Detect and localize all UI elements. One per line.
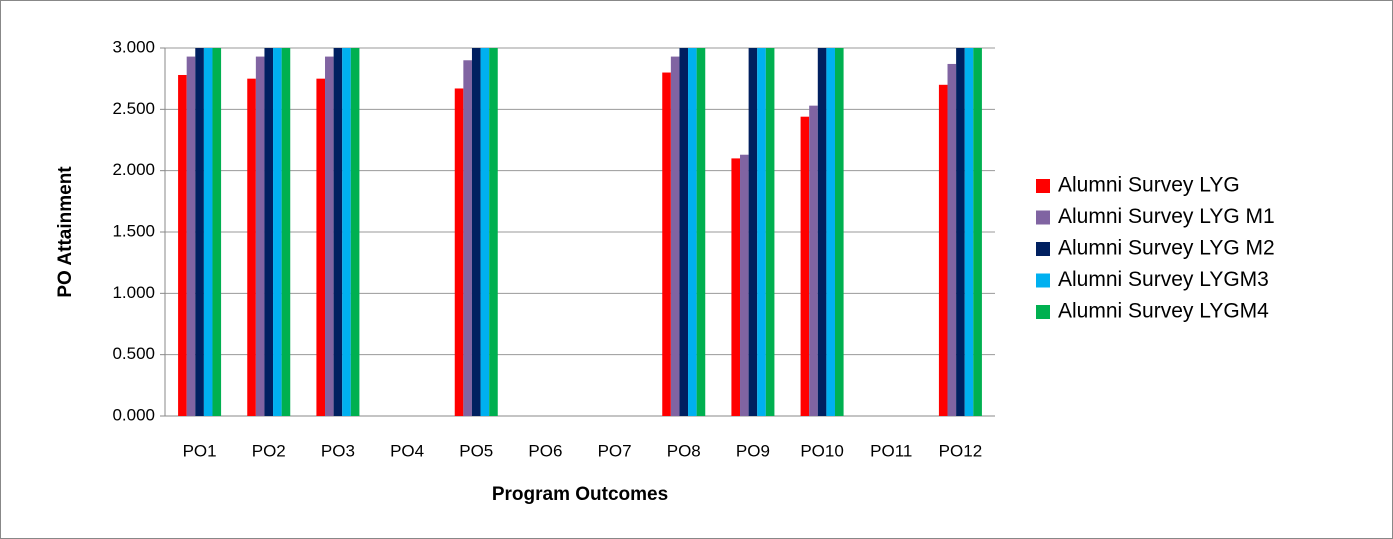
legend-label: Alumni Survey LYG: [1058, 174, 1240, 197]
bar: [679, 48, 689, 416]
bar: [489, 48, 498, 416]
y-axis-title: PO Attainment: [55, 166, 76, 298]
legend-swatch: [1036, 242, 1050, 256]
bar: [186, 56, 196, 416]
y-tick-label: 1.000: [112, 283, 155, 302]
legend-label: Alumni Survey LYGM3: [1058, 268, 1269, 291]
x-tick-label: PO11: [870, 441, 912, 460]
bar: [342, 48, 351, 416]
bar: [817, 48, 827, 416]
bar: [316, 78, 326, 417]
bar: [325, 56, 334, 416]
x-axis-title: Program Outcomes: [492, 484, 668, 505]
bar: [826, 48, 835, 416]
x-tick-label: PO10: [800, 441, 843, 460]
x-tick-label: PO3: [321, 441, 355, 460]
x-tick-label: PO7: [598, 441, 632, 460]
bar: [247, 78, 256, 417]
bar: [757, 48, 766, 416]
bar: [765, 48, 775, 416]
x-tick-label: PO2: [252, 441, 286, 460]
x-tick-label: PO4: [390, 441, 424, 460]
bar: [834, 48, 844, 416]
bar: [688, 48, 697, 416]
y-tick-label: 1.500: [112, 221, 155, 240]
y-tick-label: 2.500: [112, 99, 155, 118]
legend-label: Alumni Survey LYGM4: [1058, 300, 1269, 323]
legend-swatch: [1036, 273, 1050, 288]
bar: [731, 158, 741, 416]
x-tick-label: PO8: [667, 441, 701, 460]
x-tick-label: PO1: [183, 441, 217, 460]
bar: [480, 48, 490, 416]
bar: [740, 154, 749, 416]
bar: [264, 48, 274, 416]
bar: [255, 56, 265, 416]
y-tick-label: 0.000: [112, 405, 155, 424]
y-tick-label: 2.000: [112, 160, 155, 179]
bar: [212, 48, 222, 416]
bar: [463, 60, 472, 417]
bar: [696, 48, 706, 416]
bar: [670, 56, 680, 416]
bar: [662, 72, 671, 417]
bar: [800, 116, 810, 417]
bar: [454, 88, 464, 416]
legend-label: Alumni Survey LYG M2: [1058, 237, 1275, 260]
y-tick-label: 0.500: [112, 344, 155, 363]
bar: [471, 48, 481, 416]
legend-label: Alumni Survey LYG M1: [1058, 205, 1275, 228]
bar: [281, 48, 291, 416]
bar: [333, 48, 343, 416]
x-tick-label: PO5: [459, 441, 493, 460]
bar: [273, 48, 282, 416]
bar: [956, 48, 965, 416]
bar: [748, 48, 758, 416]
x-tick-label: PO6: [528, 441, 562, 460]
y-tick-label: 3.000: [112, 37, 155, 56]
bar: [938, 84, 948, 417]
bar: [964, 48, 974, 416]
bar: [203, 48, 213, 416]
bar: [178, 74, 187, 416]
legend-swatch: [1036, 305, 1050, 319]
x-tick-label: PO12: [939, 441, 982, 460]
bar: [947, 63, 957, 417]
legend-swatch: [1036, 179, 1050, 193]
x-tick-label: PO9: [736, 441, 770, 460]
bar: [973, 48, 982, 416]
legend-swatch: [1036, 210, 1050, 225]
bar: [195, 48, 204, 416]
bar: [809, 105, 818, 417]
bar: [350, 48, 360, 416]
